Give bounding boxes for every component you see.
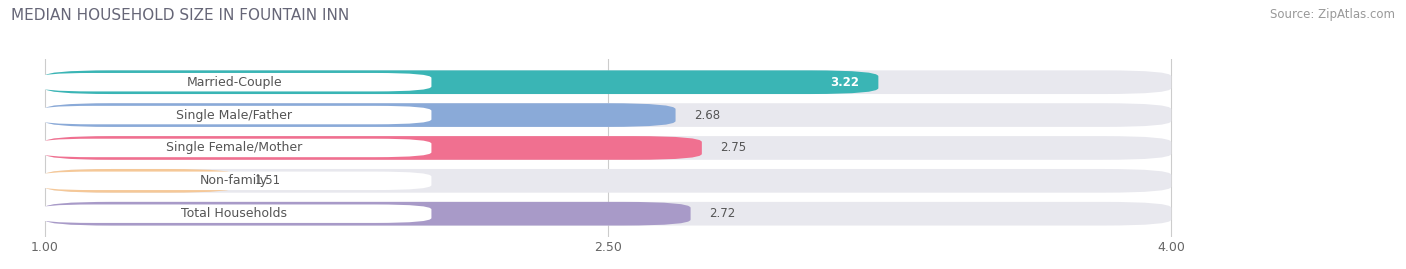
FancyBboxPatch shape <box>37 106 432 124</box>
FancyBboxPatch shape <box>45 103 1171 127</box>
FancyBboxPatch shape <box>45 169 1171 193</box>
Text: Married-Couple: Married-Couple <box>187 76 283 89</box>
FancyBboxPatch shape <box>37 172 432 190</box>
Text: Single Male/Father: Single Male/Father <box>176 109 292 122</box>
FancyBboxPatch shape <box>45 103 675 127</box>
FancyBboxPatch shape <box>45 202 1171 225</box>
FancyBboxPatch shape <box>45 70 879 94</box>
FancyBboxPatch shape <box>45 136 702 160</box>
Text: Source: ZipAtlas.com: Source: ZipAtlas.com <box>1270 8 1395 21</box>
FancyBboxPatch shape <box>45 202 690 225</box>
Text: 1.51: 1.51 <box>254 174 281 187</box>
FancyBboxPatch shape <box>37 73 432 91</box>
Text: 2.72: 2.72 <box>710 207 735 220</box>
FancyBboxPatch shape <box>45 70 1171 94</box>
Text: MEDIAN HOUSEHOLD SIZE IN FOUNTAIN INN: MEDIAN HOUSEHOLD SIZE IN FOUNTAIN INN <box>11 8 350 23</box>
FancyBboxPatch shape <box>37 139 432 157</box>
Text: 2.68: 2.68 <box>695 109 720 122</box>
Text: Non-family: Non-family <box>200 174 269 187</box>
FancyBboxPatch shape <box>45 169 236 193</box>
Text: 3.22: 3.22 <box>831 76 859 89</box>
FancyBboxPatch shape <box>45 136 1171 160</box>
Text: Total Households: Total Households <box>181 207 287 220</box>
FancyBboxPatch shape <box>37 204 432 223</box>
Text: 2.75: 2.75 <box>721 141 747 154</box>
Text: Single Female/Mother: Single Female/Mother <box>166 141 302 154</box>
